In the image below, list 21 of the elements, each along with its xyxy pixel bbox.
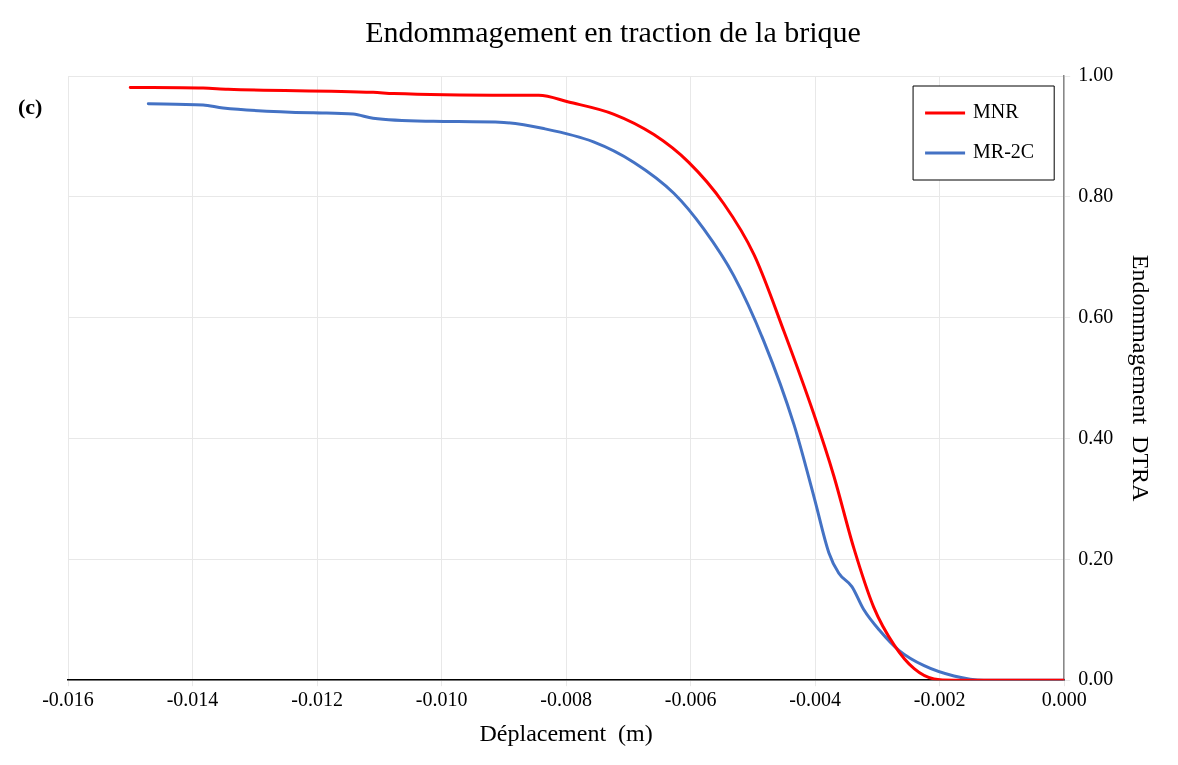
x-tick-label: -0.008 — [540, 688, 592, 711]
y-tick-label: 0.00 — [1078, 667, 1114, 690]
y-tick-label: 0.80 — [1078, 184, 1114, 207]
x-tick-label: -0.016 — [42, 688, 94, 711]
y-axis-title: Endommagement DTRA — [1128, 254, 1155, 503]
y-tick-label: 1.00 — [1078, 63, 1114, 86]
y-tick-label: 0.40 — [1078, 425, 1114, 448]
legend-label: MR-2C — [973, 140, 1035, 163]
x-tick-label: -0.010 — [415, 688, 468, 711]
x-tick-label: -0.006 — [664, 688, 717, 711]
text: (c) — [18, 93, 43, 119]
y-tick-label: 0.60 — [1078, 304, 1114, 327]
chart-title: Endommagement en traction de la brique — [365, 14, 861, 48]
x-tick-label: -0.002 — [913, 688, 966, 711]
y-tick-label: 0.20 — [1078, 546, 1114, 569]
x-tick-label: -0.014 — [166, 688, 219, 711]
x-tick-label: -0.012 — [291, 688, 343, 711]
x-tick-label: -0.004 — [789, 688, 841, 711]
x-axis-title: Déplacement (m) — [479, 719, 653, 746]
x-tick-label: 0.000 — [1041, 688, 1087, 711]
legend-label: MNR — [973, 100, 1020, 123]
